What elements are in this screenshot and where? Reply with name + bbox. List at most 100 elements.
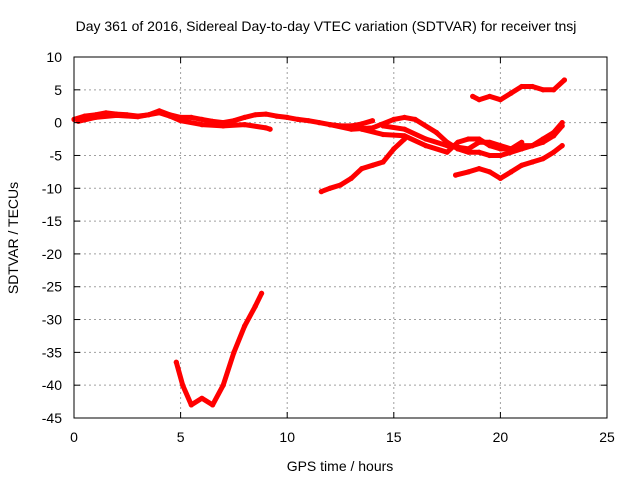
data-point <box>433 129 439 136</box>
data-point <box>529 159 536 165</box>
x-tick-label: 10 <box>279 429 295 445</box>
data-series <box>71 77 568 408</box>
data-point <box>559 143 565 149</box>
data-point <box>476 97 482 103</box>
chart-title: Day 361 of 2016, Sidereal Day-to-day VTE… <box>76 18 577 34</box>
data-point <box>348 175 354 181</box>
data-point <box>559 123 565 129</box>
data-point <box>167 113 173 119</box>
data-point <box>348 126 354 132</box>
data-point <box>359 126 365 132</box>
data-point <box>423 143 429 149</box>
y-tick-label: 10 <box>46 49 62 65</box>
y-tick-label: -45 <box>42 410 62 426</box>
data-point <box>173 359 179 365</box>
data-point <box>199 395 205 401</box>
data-point <box>453 172 459 178</box>
data-point <box>156 110 162 116</box>
data-point <box>465 146 471 152</box>
data-point <box>551 133 557 139</box>
data-point <box>508 90 514 96</box>
data-point <box>487 152 493 159</box>
y-tick-label: -10 <box>42 180 62 196</box>
y-tick-label: -25 <box>42 279 62 295</box>
data-point <box>369 162 376 168</box>
y-tick-label: 5 <box>54 82 62 98</box>
series-arc-9 <box>470 77 567 103</box>
x-tick-label: 20 <box>493 429 509 445</box>
data-point <box>380 131 386 138</box>
y-tick-label: -40 <box>42 377 62 393</box>
data-point <box>444 143 450 149</box>
data-point <box>391 116 397 122</box>
data-point <box>242 114 248 120</box>
data-point <box>252 112 258 118</box>
data-point <box>497 143 503 149</box>
data-point <box>199 116 205 122</box>
data-point <box>497 152 503 159</box>
x-tick-label: 25 <box>599 429 615 445</box>
x-tick-label: 5 <box>177 429 185 445</box>
plot-frame <box>73 56 608 419</box>
data-point <box>180 382 186 388</box>
data-point <box>497 175 503 181</box>
data-point <box>519 83 525 90</box>
data-point <box>487 169 493 175</box>
data-point <box>359 121 365 127</box>
data-point <box>508 169 514 175</box>
data-point <box>540 156 546 162</box>
data-point <box>263 125 269 131</box>
data-point <box>318 189 324 195</box>
data-point <box>231 349 237 355</box>
data-point <box>327 185 333 191</box>
data-point <box>295 116 301 122</box>
series-arc-2 <box>75 110 273 132</box>
data-point <box>465 136 471 142</box>
data-point <box>188 402 194 408</box>
data-point <box>508 146 514 152</box>
data-point <box>487 93 493 99</box>
y-tick-label: -20 <box>42 246 62 262</box>
data-point <box>267 126 273 132</box>
axis-ticks: 0 5 10 15 20 25 10 5 0 -5 -10 -15 -20 -25 -30 -35 -40 -45 <box>42 49 615 445</box>
data-point <box>337 182 344 188</box>
x-tick-label: 15 <box>386 429 402 445</box>
data-point <box>359 166 365 172</box>
data-point <box>519 139 525 145</box>
y-axis-title: SDTVAR / TECUs <box>5 182 21 294</box>
data-point <box>252 303 258 309</box>
data-point <box>455 139 461 145</box>
data-point <box>231 118 237 124</box>
data-point <box>470 93 476 99</box>
y-tick-label: 0 <box>54 115 62 131</box>
data-point <box>519 162 525 168</box>
data-point <box>284 114 290 120</box>
data-point <box>259 290 265 296</box>
data-point <box>114 112 120 118</box>
data-point <box>220 382 226 388</box>
data-point <box>476 149 482 155</box>
data-point <box>412 116 418 122</box>
y-tick-label: -15 <box>42 213 62 229</box>
data-point <box>465 169 471 175</box>
data-point <box>540 139 546 145</box>
series-arc-7 <box>380 123 525 152</box>
y-tick-label: -30 <box>42 312 62 328</box>
series-arc-3 <box>173 290 265 408</box>
data-point <box>210 402 216 408</box>
y-tick-label: -5 <box>50 147 63 163</box>
data-point <box>327 122 333 128</box>
data-point <box>497 97 503 103</box>
data-point <box>540 87 546 93</box>
data-point <box>188 114 194 120</box>
data-point <box>210 118 216 124</box>
data-point <box>199 122 205 128</box>
data-point <box>476 139 482 145</box>
data-point <box>444 149 450 155</box>
x-axis-title: GPS time / hours <box>287 458 394 474</box>
data-point <box>561 77 568 83</box>
data-point <box>551 149 557 155</box>
data-point <box>529 143 536 149</box>
data-point <box>401 126 408 132</box>
